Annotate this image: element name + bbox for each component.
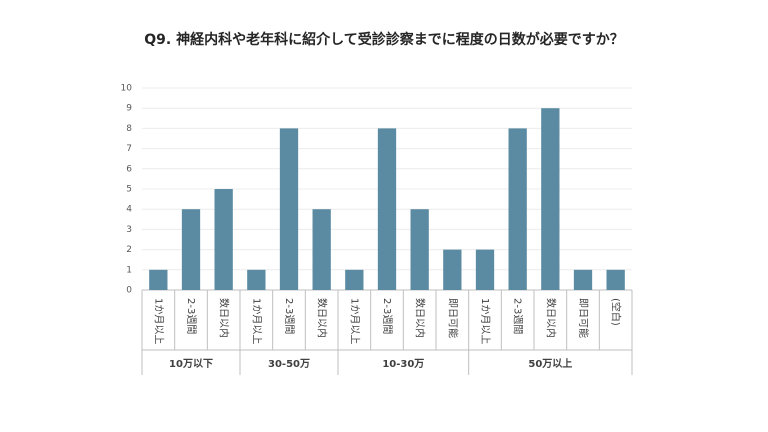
y-tick-label: 6 xyxy=(126,164,132,174)
bar xyxy=(345,269,364,290)
group-label: 10-30万 xyxy=(382,358,424,370)
bar xyxy=(443,249,462,290)
y-tick-label: 2 xyxy=(126,245,132,255)
y-tick-label: 7 xyxy=(126,144,132,154)
y-tick-label: 3 xyxy=(126,225,132,235)
y-tick-label: 5 xyxy=(126,185,132,195)
x-tick-label: 2-3週間 xyxy=(381,298,393,334)
bar xyxy=(508,128,527,290)
x-tick-label: 数日以内 xyxy=(414,298,427,338)
x-tick-label: 即日可能 xyxy=(446,298,459,338)
bar xyxy=(606,269,625,290)
group-label: 50万以上 xyxy=(528,357,572,370)
group-label: 30-50万 xyxy=(268,358,310,370)
chart-title: Q9. 神経内科や老年科に紹介して受診診察までに程度の日数が必要ですか？ xyxy=(144,31,623,48)
x-tick-label: 即日可能 xyxy=(577,298,590,338)
x-tick-label: 数日以内 xyxy=(218,298,231,338)
x-tick-label: (空白) xyxy=(610,298,623,326)
x-tick-label: 2-3週間 xyxy=(185,298,197,334)
x-tick-label: 1か月以上 xyxy=(348,298,360,344)
bar xyxy=(475,249,495,290)
bar xyxy=(181,209,201,290)
bar xyxy=(247,269,266,290)
y-tick-label: 0 xyxy=(126,286,132,296)
x-tick-label: 1か月以上 xyxy=(152,298,164,344)
group-label: 10万以下 xyxy=(169,358,213,370)
x-tick-label: 数日以内 xyxy=(544,298,557,338)
bar xyxy=(149,269,168,290)
y-tick-label: 4 xyxy=(126,205,132,215)
bar xyxy=(377,128,397,290)
bar xyxy=(573,269,593,290)
bar xyxy=(279,128,299,290)
x-tick-label: 1か月以上 xyxy=(479,298,491,344)
x-tick-label: 数日以内 xyxy=(316,298,329,338)
y-tick-label: 8 xyxy=(126,124,132,134)
bar xyxy=(214,189,233,290)
bar xyxy=(312,209,331,290)
x-tick-label: 2-3週間 xyxy=(283,298,295,334)
bar xyxy=(541,108,560,290)
y-tick-label: 1 xyxy=(126,265,132,275)
y-tick-label: 9 xyxy=(126,104,132,114)
x-tick-label: 2-3週間 xyxy=(512,298,524,334)
y-tick-label: 10 xyxy=(121,84,133,94)
bar xyxy=(410,209,429,290)
x-tick-label: 1か月以上 xyxy=(250,298,262,344)
